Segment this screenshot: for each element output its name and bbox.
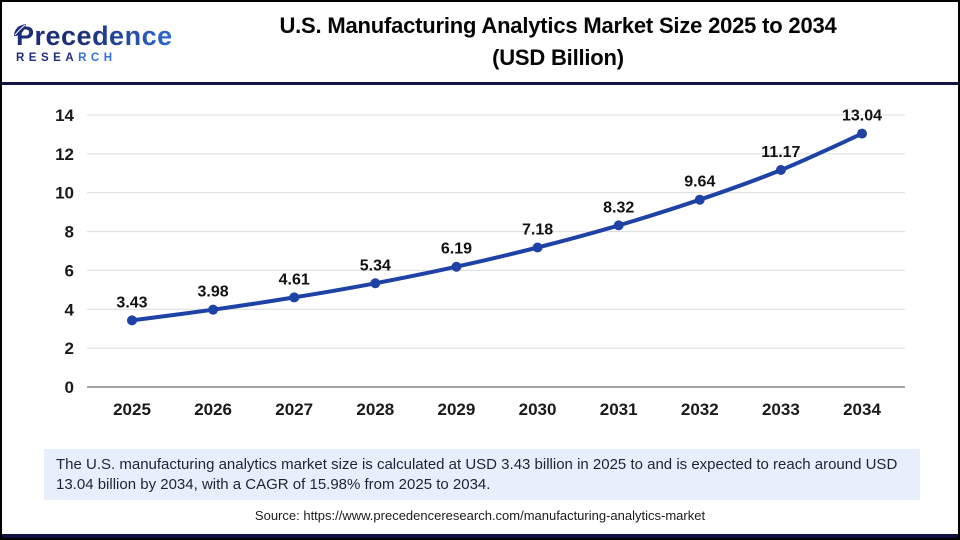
x-tick-label: 2029 — [438, 400, 476, 419]
data-point — [370, 278, 381, 289]
x-tick-label: 2030 — [519, 400, 557, 419]
summary-note: The U.S. manufacturing analytics market … — [44, 449, 920, 500]
y-tick-label: 14 — [55, 106, 74, 125]
x-tick-label: 2028 — [356, 400, 394, 419]
data-point — [208, 304, 219, 315]
logo-brand-text: Precedence — [14, 21, 186, 52]
source-line: Source: https://www.precedenceresearch.c… — [254, 508, 706, 523]
chart-title-line2: (USD Billion) — [492, 45, 624, 70]
chart-canvas: 0 2 4 6 8 10 12 14 2025 2026 2027 2028 2029 2030 2031 2… — [55, 106, 905, 419]
x-tick-label: 2027 — [275, 400, 313, 419]
data-label: 11.17 — [761, 144, 800, 161]
x-tick-label: 2025 — [113, 400, 151, 419]
data-label: 8.32 — [603, 199, 634, 216]
x-tick-label: 2031 — [600, 400, 638, 419]
data-label: 6.19 — [441, 241, 472, 258]
logo-research-text: RESEARCH — [16, 52, 117, 65]
data-point — [613, 220, 624, 231]
y-tick-label: 12 — [55, 145, 74, 164]
series-line — [130, 131, 864, 323]
data-point — [127, 315, 137, 326]
data-point — [532, 242, 543, 253]
y-tick-label: 4 — [65, 300, 75, 319]
logo-brand-label: Precedence — [16, 21, 173, 52]
data-point — [775, 164, 786, 175]
data-label: 9.64 — [684, 174, 715, 191]
header-divider — [2, 82, 958, 85]
data-label: 3.98 — [198, 284, 229, 301]
x-tick-label: 2026 — [194, 400, 232, 419]
x-tick-label: 2033 — [762, 400, 800, 419]
leaf-icon — [13, 15, 27, 42]
x-tick-label: 2034 — [843, 400, 881, 419]
data-point — [694, 194, 705, 205]
chart-title: U.S. Manufacturing Analytics Market Size… — [186, 10, 948, 74]
x-tick-label: 2032 — [681, 400, 719, 419]
y-tick-label: 10 — [55, 184, 74, 203]
data-label: 4.61 — [279, 271, 310, 288]
summary-note-text: The U.S. manufacturing analytics market … — [56, 456, 898, 493]
data-point — [857, 128, 867, 139]
data-label: 5.34 — [360, 257, 391, 274]
data-label: 3.43 — [116, 294, 147, 311]
y-tick-label: 8 — [65, 223, 74, 242]
data-label: 13.04 — [842, 108, 882, 125]
header: Precedence RESEARCH U.S. Manufacturing A… — [2, 2, 958, 82]
chart-title-line1: U.S. Manufacturing Analytics Market Size… — [279, 13, 837, 39]
bottom-accent-bar — [2, 534, 958, 538]
data-label: 7.18 — [522, 222, 553, 239]
precedence-research-logo: Precedence RESEARCH — [14, 19, 186, 65]
y-tick-label: 6 — [65, 261, 74, 280]
line-chart: 0 2 4 6 8 10 12 14 2025 2026 2027 2028 2029 2030 2031 2… — [2, 85, 958, 437]
y-tick-label: 0 — [65, 378, 74, 397]
data-point — [289, 292, 300, 303]
y-tick-label: 2 — [65, 339, 74, 358]
data-point — [451, 261, 462, 272]
